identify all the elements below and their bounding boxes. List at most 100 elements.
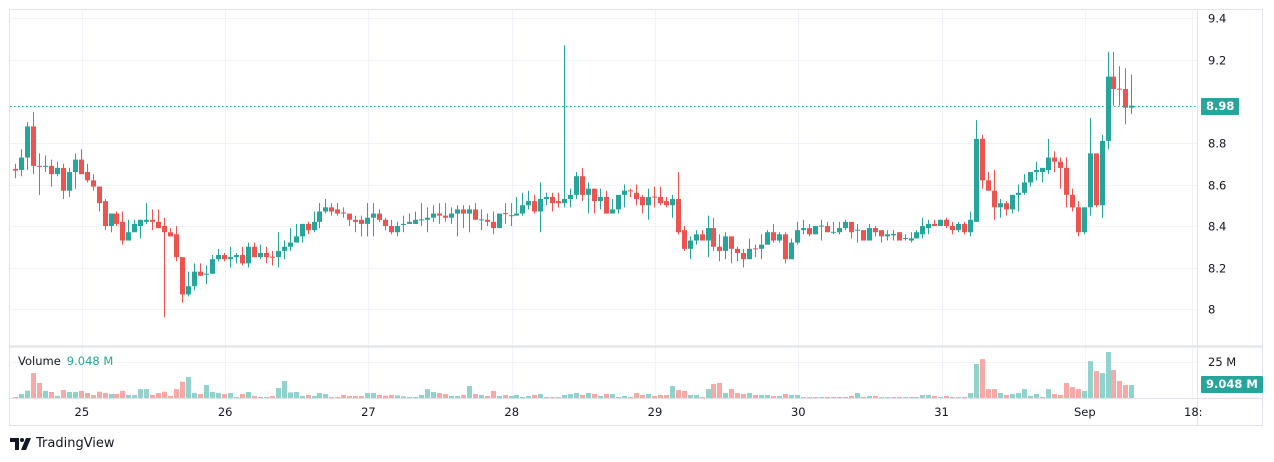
volume-bar — [413, 396, 418, 398]
candle-body — [562, 199, 567, 204]
candle-body — [509, 215, 514, 217]
candle-down — [992, 169, 997, 220]
candle-body — [1117, 88, 1122, 90]
candle-body — [1123, 89, 1128, 108]
volume-bar — [1106, 352, 1111, 398]
candle-body — [1046, 157, 1051, 170]
candle-body — [37, 165, 42, 167]
volume-bar — [228, 392, 233, 398]
candle-down — [652, 186, 657, 208]
candle-body — [126, 232, 131, 241]
volume-bar — [25, 390, 30, 398]
candle-body — [556, 201, 561, 204]
candle-up — [926, 219, 931, 235]
tradingview-logo[interactable]: TradingView — [10, 436, 115, 451]
candle-up — [520, 192, 525, 216]
volume-bar — [1082, 390, 1087, 398]
candle-body — [974, 138, 979, 222]
candle-body — [777, 234, 782, 241]
price-axis[interactable]: 8 8.2 8.4 8.6 8.8 9.2 9.4 — [1208, 12, 1226, 317]
candle-body — [604, 196, 609, 214]
candle-down — [174, 226, 179, 262]
candle-body — [837, 228, 842, 233]
volume-bar — [431, 391, 436, 398]
candle-down — [640, 194, 645, 214]
candle-down — [162, 217, 167, 318]
volume-bar — [467, 386, 472, 398]
candle-body — [437, 213, 442, 216]
candle-body — [49, 165, 54, 175]
volume-bar — [586, 392, 591, 398]
candle-up — [509, 203, 514, 226]
candle-up — [55, 161, 60, 177]
volume-bar — [509, 395, 514, 398]
volume-bar — [43, 390, 48, 398]
candle-down — [634, 184, 639, 206]
candle-body — [186, 286, 191, 295]
candle-down — [735, 246, 740, 262]
candle-body — [706, 228, 711, 241]
volume-bar — [13, 397, 18, 398]
volume-bar — [288, 392, 293, 398]
candle-up — [813, 226, 818, 235]
candle-down — [861, 230, 866, 241]
candle-body — [1040, 167, 1045, 173]
candle-down — [341, 207, 346, 218]
candle-down — [347, 213, 352, 226]
candle-up — [246, 242, 251, 268]
candle-down — [849, 221, 854, 239]
candle-body — [449, 213, 454, 218]
candle-body — [19, 157, 24, 170]
candle-down — [353, 215, 358, 233]
volume-bar — [550, 396, 555, 398]
volume-bar — [723, 392, 728, 398]
candle-body — [867, 228, 872, 241]
candles — [13, 45, 1134, 318]
candle-up — [276, 232, 281, 268]
candle-body — [950, 226, 955, 231]
volume-legend[interactable]: Volume 9.048 M — [18, 354, 113, 368]
candle-down — [897, 232, 902, 241]
candle-body — [79, 159, 84, 175]
candle-body — [55, 167, 60, 175]
volume-bar — [479, 394, 484, 398]
candle-body — [628, 190, 633, 192]
candle-up — [789, 238, 794, 260]
candle-up — [73, 153, 78, 189]
candle-body — [694, 234, 699, 241]
volume-bar — [1052, 393, 1057, 398]
volume-axis-tick: 25 M — [1208, 355, 1236, 369]
tradingview-logo-icon — [10, 437, 31, 450]
volume-bar — [538, 393, 543, 398]
volume-bar — [359, 395, 364, 398]
candle-up — [1040, 167, 1045, 183]
candle-down — [1123, 68, 1128, 125]
time-tick-label: 18: — [1184, 405, 1203, 419]
candle-body — [234, 255, 239, 258]
volume-bar — [156, 392, 161, 398]
candle-up — [497, 213, 502, 229]
volume-bar — [97, 391, 102, 398]
candle-up — [574, 172, 579, 200]
volume-bar — [55, 395, 60, 398]
volume-bar — [485, 395, 490, 398]
candle-body — [682, 230, 687, 249]
candle-up — [765, 230, 770, 245]
volume-bar — [1022, 389, 1027, 398]
volume-bar — [180, 381, 185, 398]
volume-bar — [1040, 396, 1045, 398]
volume-bar — [168, 395, 173, 398]
candle-down — [222, 252, 227, 262]
candle-body — [544, 196, 549, 200]
volume-bar — [837, 396, 842, 398]
candle-up — [885, 230, 890, 241]
candle-down — [1076, 201, 1081, 237]
time-axis[interactable]: 25 26 27 28 29 30 31 Sep 18: — [75, 405, 1203, 419]
volume-bar — [67, 391, 72, 398]
volume-bar — [138, 389, 143, 398]
candle-up — [1010, 194, 1015, 214]
candle-up — [891, 230, 896, 241]
volume-bar — [49, 391, 54, 398]
volume-bar — [759, 394, 764, 398]
